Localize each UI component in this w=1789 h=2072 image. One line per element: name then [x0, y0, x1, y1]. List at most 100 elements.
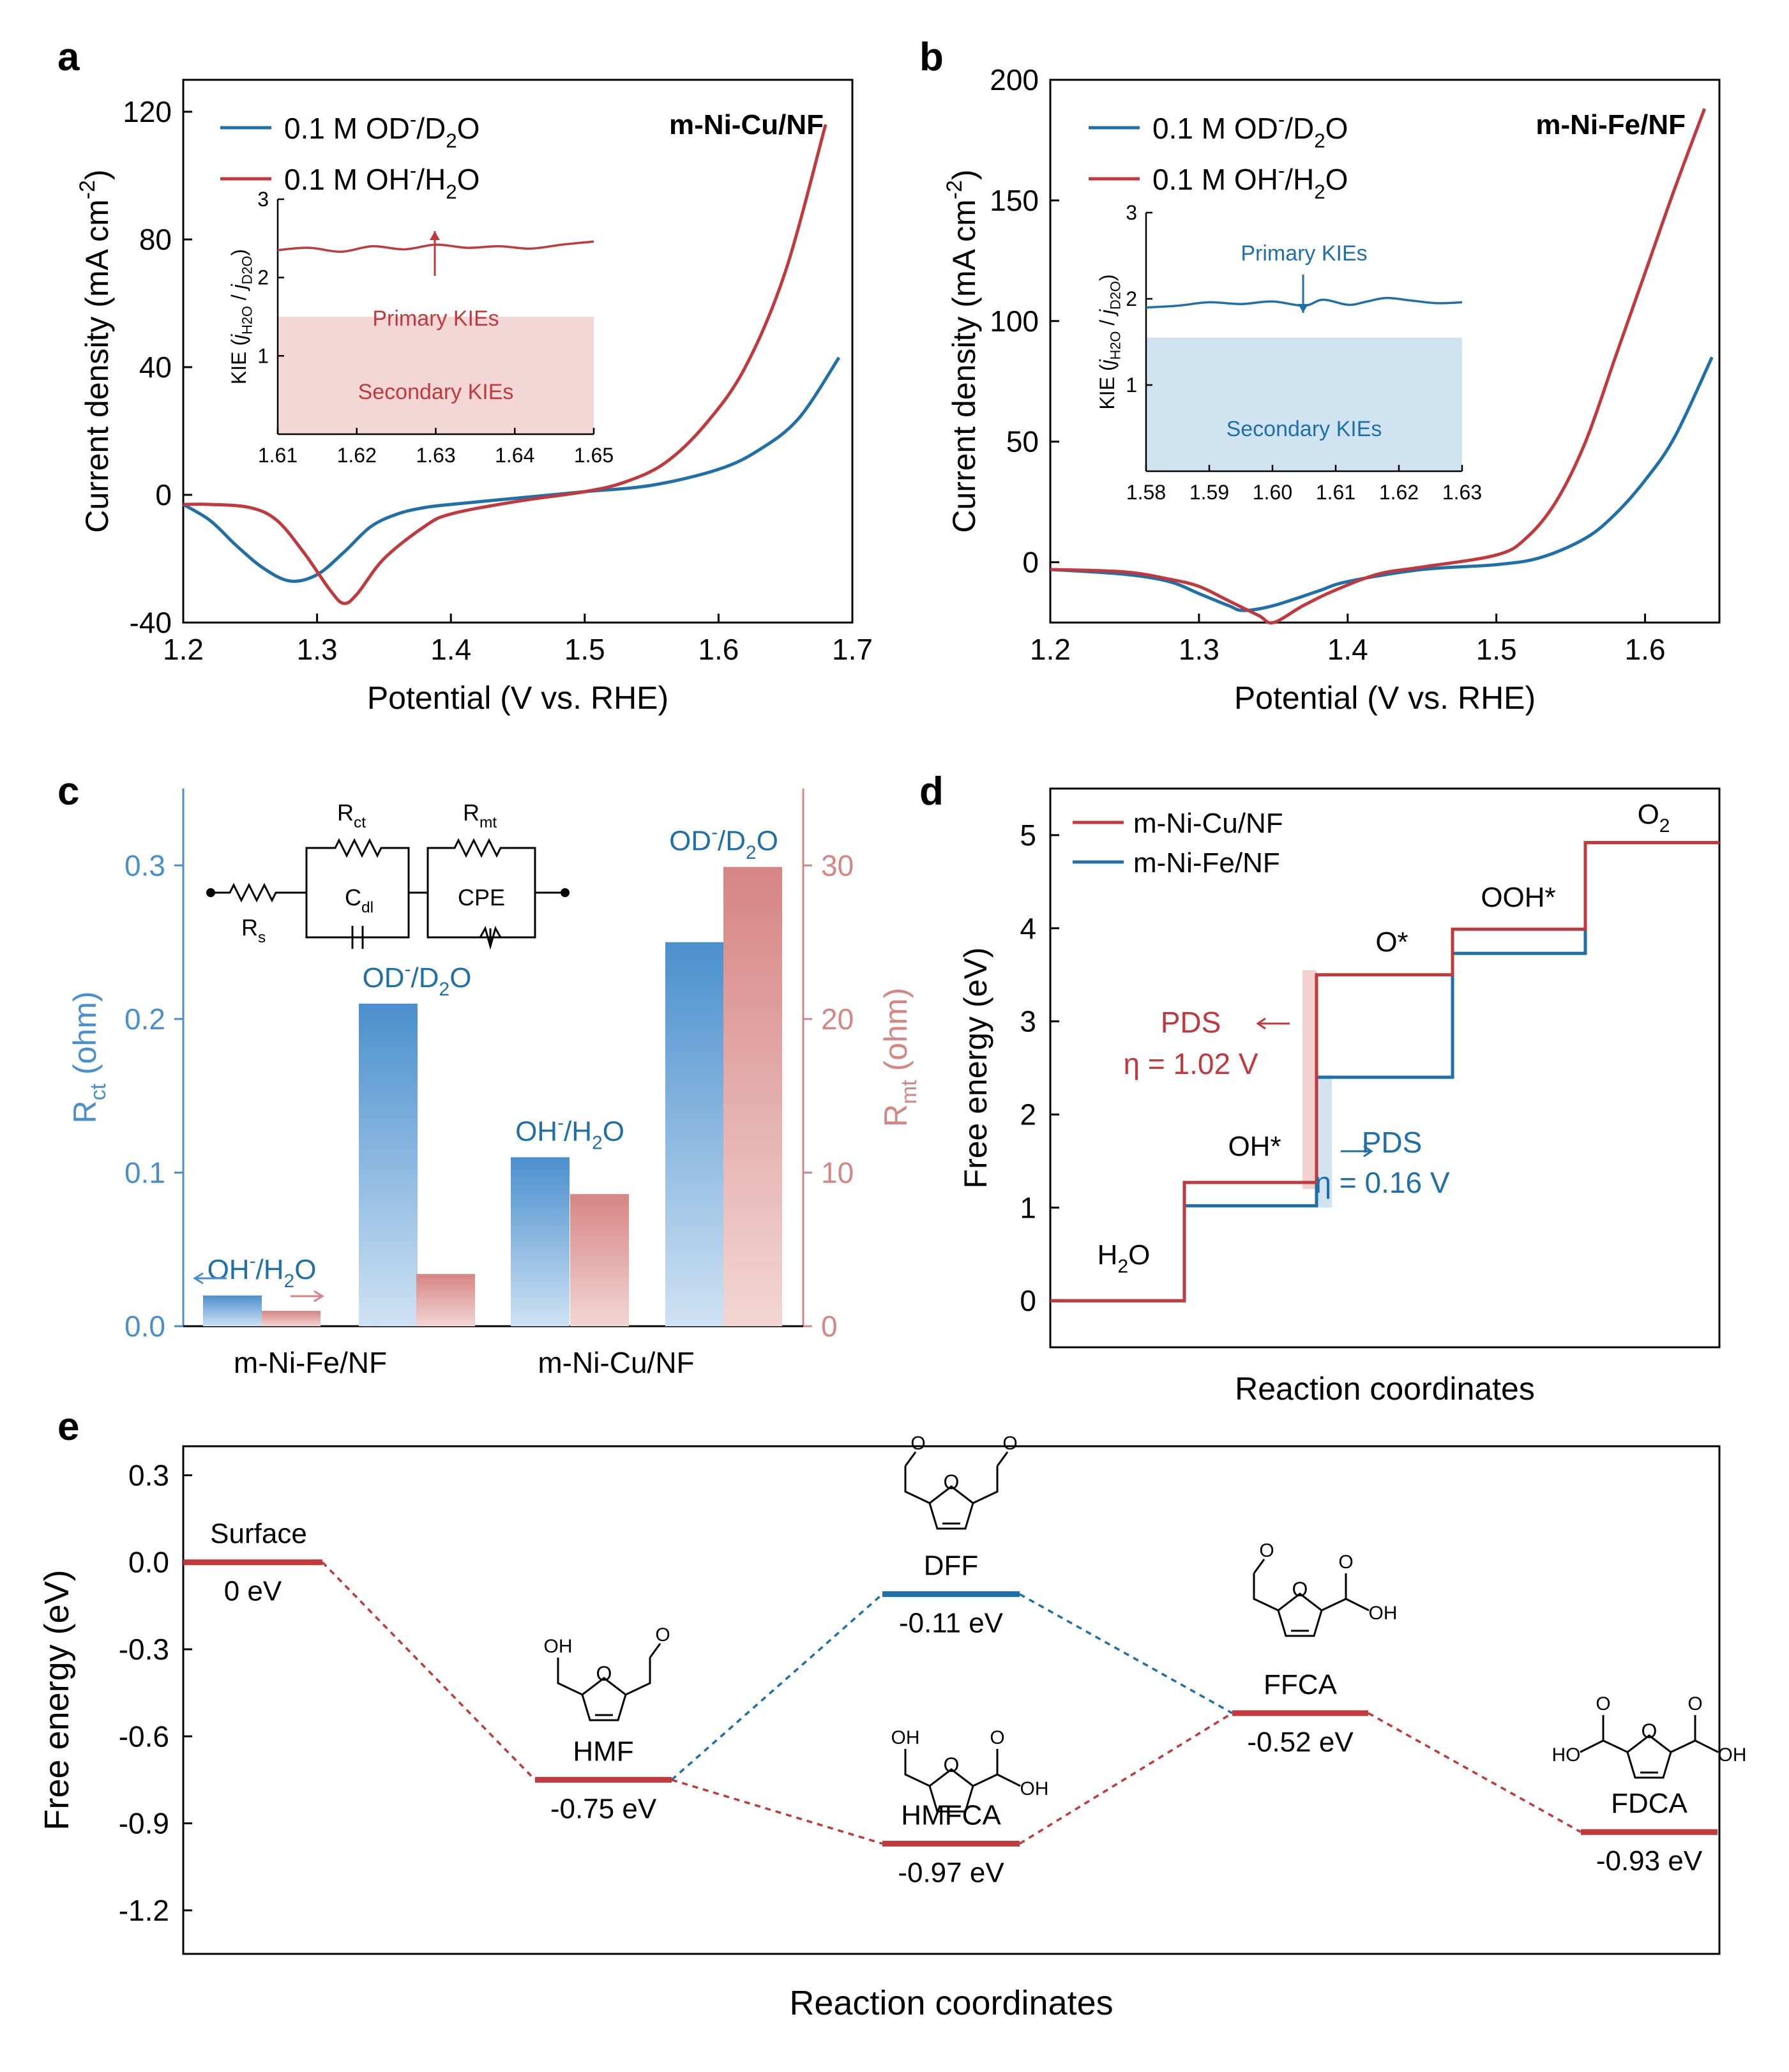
inset-y-tick-label: 3: [257, 188, 269, 211]
panel-e-chart: 0.3 0.0 -0.3 -0.6 -0.9 -1.2 Reaction coordinat…: [38, 1433, 1747, 2022]
x-tick-label: 1.2: [163, 633, 204, 666]
pds-arrow-red: [1256, 1017, 1290, 1030]
x-tick-label: 1.3: [297, 633, 338, 666]
step-label: O2: [1638, 799, 1670, 836]
left-tick-label: 0.0: [125, 1310, 165, 1343]
right-axis-label: Rmt (ohm): [878, 988, 921, 1127]
inset-y-tick-label: 2: [1126, 287, 1137, 310]
energy-value-label: -0.93 eV: [1596, 1845, 1703, 1877]
rmt-bar: [416, 1274, 475, 1326]
inset-x-tick-label: 1.61: [1316, 481, 1355, 504]
secondary-kie-region: [278, 317, 594, 434]
right-oh-label: OH: [1020, 1778, 1049, 1799]
panel-d-chart: 0 1 2 3 4 5 Reaction coordinates Free energy (e…: [958, 787, 1721, 1407]
hmf-structure: O OH O: [544, 1624, 670, 1721]
kie-arrowhead: [430, 231, 440, 240]
step-label: OOH*: [1481, 882, 1555, 913]
left-carbonyl: [1253, 1559, 1265, 1574]
cdl-label: Cdl: [345, 884, 374, 916]
right-oh-label: OH: [1369, 1603, 1398, 1624]
legend-label: 0.1 M OH-/H2O: [1152, 160, 1348, 203]
pds-label-red: PDS: [1161, 1006, 1221, 1039]
inset-x-tick-label: 1.65: [574, 444, 614, 467]
rct-bar: [359, 1003, 418, 1326]
right-direction-arrow: [291, 1290, 324, 1303]
panel-c-chart: 0.0 0.1 0.2 0.3 0 10 20 30 Rct (ohm) Rmt (ohm) OH-…: [67, 789, 921, 1379]
y-tick-label: -40: [130, 606, 172, 639]
y-tick-label: 40: [139, 351, 172, 384]
right-tick-label: 30: [821, 849, 854, 882]
connector-line: [1019, 1593, 1233, 1714]
x-tick-label: 1.2: [1030, 633, 1071, 666]
y-tick-label: -0.9: [119, 1807, 169, 1840]
legend-label: 0.1 M OD-/D2O: [284, 109, 479, 152]
x-tick-label: 1.6: [698, 633, 739, 666]
category-label: m-Ni-Fe/NF: [234, 1346, 387, 1379]
rmt-label: Rmt: [463, 799, 497, 831]
bar-group-label: OD-/D2O: [669, 822, 778, 863]
inset-y-tick-label: 3: [1126, 201, 1137, 224]
x-axis-label: Reaction coordinates: [1235, 1371, 1535, 1407]
energy-value-label: -0.75 eV: [550, 1793, 657, 1824]
furan-ring: [928, 1768, 974, 1813]
left-hydroxyl-bond: [1580, 1739, 1604, 1753]
step-line: [1050, 841, 1719, 1303]
y-tick-label: 200: [990, 63, 1039, 96]
right-hydroxyl-bond: [997, 1773, 1021, 1787]
left-carbonyl: [904, 1451, 917, 1467]
state-name-label: FFCA: [1264, 1669, 1338, 1700]
rmt-bar: [262, 1310, 321, 1326]
bar-group-label: OH-/H2O: [515, 1112, 624, 1154]
cpe-label: CPE: [458, 884, 505, 911]
rct-cdl-branch: [305, 838, 410, 939]
y-tick-label: 1: [1020, 1191, 1036, 1224]
x-tick-label: 1.5: [564, 633, 605, 666]
eta-label-red: η = 1.02 V: [1124, 1047, 1258, 1080]
connector-line: [1019, 1712, 1233, 1845]
secondary-kie-label: Secondary KIEs: [358, 380, 514, 404]
connector-line: [321, 1561, 536, 1781]
step-label: OH*: [1228, 1131, 1281, 1162]
pds-highlight-red: [1302, 970, 1317, 1190]
inset-x-tick-label: 1.64: [495, 444, 534, 467]
left-direction-arrow: [193, 1272, 227, 1285]
right-o-label: O: [1687, 1693, 1702, 1714]
inset-x-tick-label: 1.62: [1379, 481, 1419, 504]
x-tick-label: 1.6: [1625, 633, 1666, 666]
furan-ring: [1277, 1592, 1323, 1637]
x-tick-label: 1.4: [430, 633, 471, 666]
right-o-label: O: [1338, 1552, 1353, 1573]
y-tick-label: 0: [1022, 546, 1039, 579]
plot-frame: [182, 79, 854, 624]
left-ho-label: HO: [1552, 1744, 1581, 1766]
x-axis-label: Reaction coordinates: [789, 1984, 1113, 2022]
chart-title: m-Ni-Cu/NF: [669, 109, 824, 140]
cpe-symbol: [479, 926, 502, 950]
ring-oxygen-label: O: [1292, 1578, 1308, 1601]
inset-x-tick-label: 1.63: [1442, 481, 1482, 504]
kie-line: [1145, 296, 1463, 309]
right-hydroxyl-bond: [1695, 1739, 1719, 1753]
right-o-label: O: [990, 1727, 1004, 1748]
inset-x-tick-label: 1.58: [1126, 481, 1166, 504]
inset-x-tick-label: 1.60: [1253, 481, 1292, 504]
right-o-label: O: [1002, 1433, 1017, 1454]
y-axis-label: Free energy (eV): [38, 1569, 76, 1830]
state-name-label: HMF: [573, 1735, 633, 1767]
rmt-bar: [570, 1194, 629, 1326]
inset-x-tick-label: 1.62: [337, 444, 377, 467]
y-tick-label: 50: [1006, 425, 1039, 458]
secondary-kie-region: [1146, 337, 1462, 471]
left-tick-label: 0.2: [125, 1002, 165, 1036]
pds-highlight-blue: [1317, 1075, 1332, 1208]
y-tick-label: 120: [123, 95, 172, 128]
x-tick-label: 1.4: [1327, 633, 1368, 666]
right-substituent: [1321, 1573, 1347, 1612]
category-label: m-Ni-Cu/NF: [538, 1346, 694, 1379]
dff-structure: OO O: [904, 1433, 1018, 1530]
legend-label: m-Ni-Fe/NF: [1133, 847, 1280, 879]
furan-ring: [1626, 1734, 1672, 1779]
